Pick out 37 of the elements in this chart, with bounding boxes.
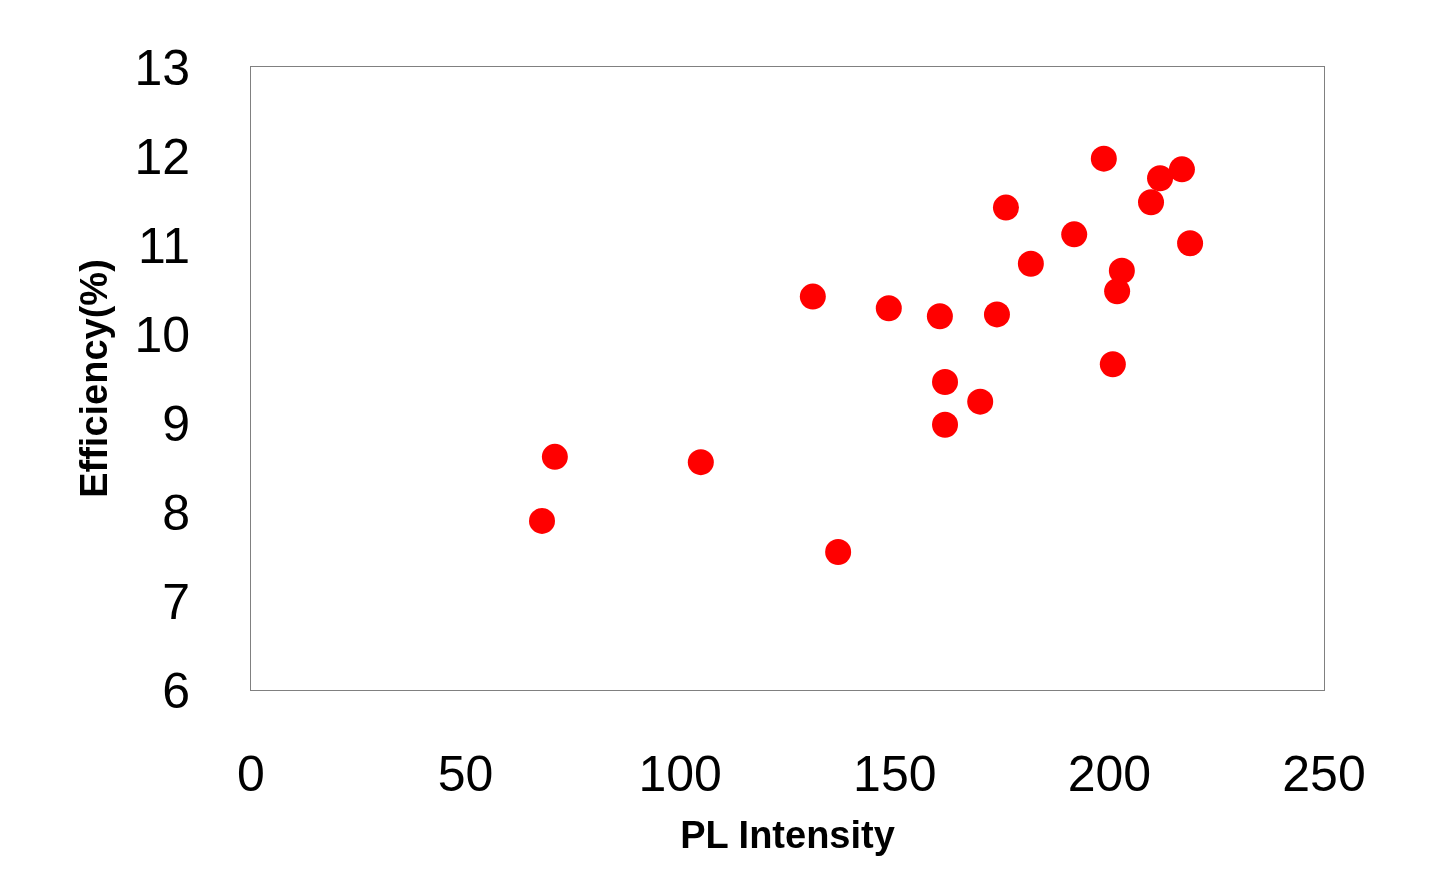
point	[1177, 230, 1204, 257]
point	[967, 388, 994, 415]
point	[541, 443, 568, 470]
point	[687, 449, 714, 476]
y-axis-title: Efficiency(%)	[72, 259, 115, 498]
point	[932, 369, 959, 396]
x-tick-label: 250	[1282, 746, 1366, 802]
point	[1061, 221, 1088, 248]
point	[1090, 145, 1117, 172]
y-tick-label: 11	[138, 217, 190, 274]
point	[875, 295, 902, 322]
point	[992, 194, 1019, 221]
point	[529, 507, 555, 534]
point	[1168, 156, 1195, 183]
y-tick-label: 13	[134, 39, 190, 96]
point	[799, 283, 826, 310]
point	[1147, 165, 1174, 192]
y-tick-label: 10	[134, 306, 190, 363]
x-axis-title: PL Intensity	[680, 814, 895, 857]
point	[932, 411, 959, 438]
x-tick-label: 200	[1067, 746, 1152, 802]
y-tick-label: 8	[162, 484, 190, 541]
point	[983, 301, 1010, 328]
point	[1138, 189, 1165, 216]
point	[926, 303, 953, 330]
y-tick-label: 7	[162, 573, 190, 630]
y-tick-label: 9	[162, 395, 190, 452]
y-tick-label: 6	[162, 662, 190, 719]
x-tick-label: 100	[638, 746, 722, 802]
point	[1099, 351, 1126, 378]
point	[825, 539, 852, 566]
y-tick-label: 12	[134, 128, 190, 185]
x-tick-label: 0	[237, 746, 265, 802]
point	[1108, 257, 1135, 284]
x-tick-label: 50	[437, 746, 494, 802]
x-tick-label: 150	[853, 746, 937, 802]
point	[1017, 250, 1044, 277]
